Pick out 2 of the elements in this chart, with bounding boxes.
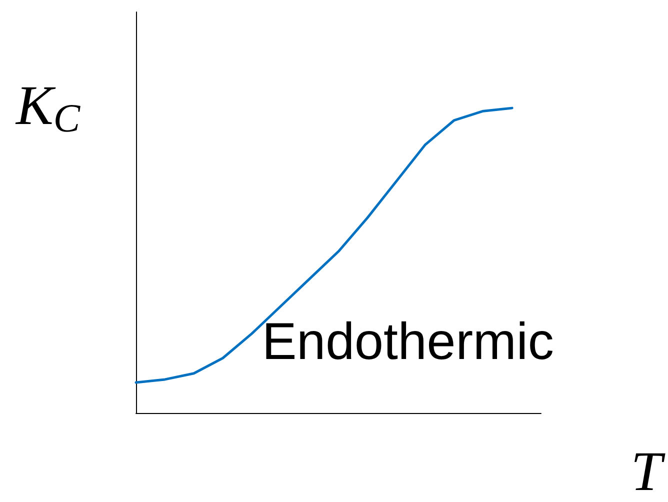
x-axis-title: T	[630, 441, 666, 502]
annotation: Endothermic	[262, 313, 554, 371]
